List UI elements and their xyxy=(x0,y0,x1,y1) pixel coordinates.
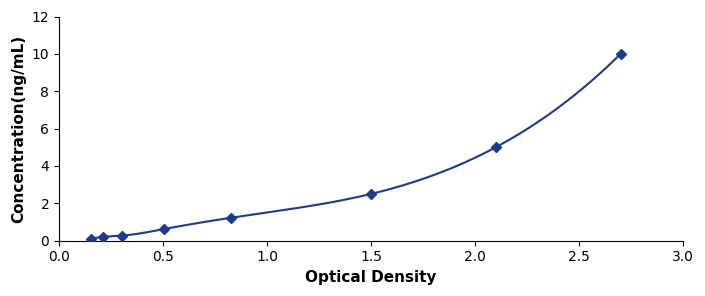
X-axis label: Optical Density: Optical Density xyxy=(305,270,436,285)
Y-axis label: Concentration(ng/mL): Concentration(ng/mL) xyxy=(11,35,26,223)
